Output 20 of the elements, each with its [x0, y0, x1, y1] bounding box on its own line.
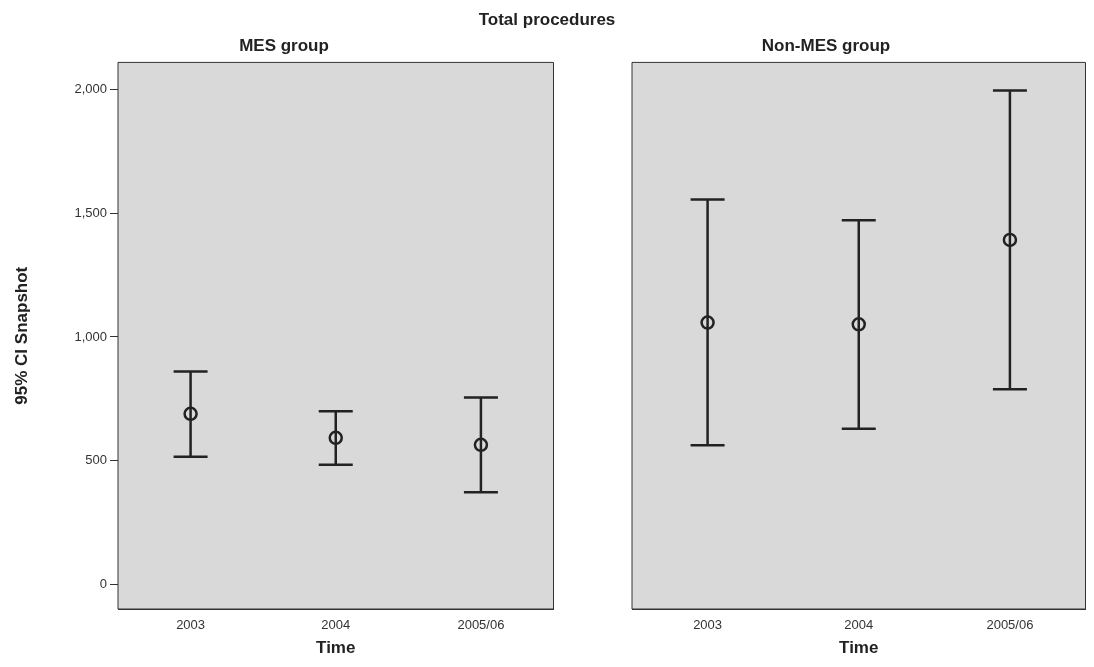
x-axis-title: Time	[839, 638, 879, 658]
x-tick-label: 2004	[321, 617, 351, 633]
y-tick-label: 0	[99, 575, 107, 591]
point	[328, 430, 343, 446]
x-tick-label: 2004	[844, 617, 874, 633]
x-axis-title: Time	[316, 638, 356, 658]
chart-title: Non-MES group	[761, 35, 891, 55]
y-tick-label: 2,000	[74, 81, 107, 97]
y-tick-label: 1,500	[74, 204, 107, 220]
x-tick-label: 2005/06	[457, 617, 505, 633]
x-tick-label: 2005/06	[986, 617, 1034, 633]
x-tick-label: 2003	[693, 617, 723, 633]
y-axis-title: 95% CI Snapshot	[11, 266, 31, 405]
point	[473, 437, 489, 453]
y-tick-label: 500	[85, 452, 107, 468]
x-tick-label: 2003	[176, 617, 206, 633]
text: Total procedures	[477, 10, 617, 30]
y-tick-label: 1,000	[74, 328, 107, 344]
point	[183, 406, 198, 422]
chart-title: MES group	[239, 35, 329, 55]
